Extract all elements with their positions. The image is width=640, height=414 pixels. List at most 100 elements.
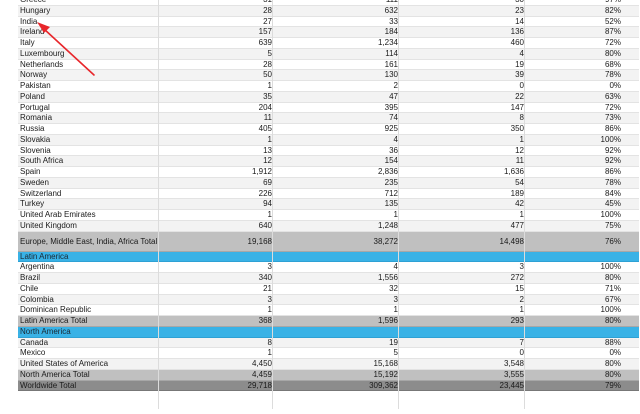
value-cell-3: 2 [519, 294, 524, 304]
value-cell-2: 1,596 [377, 316, 398, 325]
country-cell: Italy [20, 38, 35, 47]
value-cell-3: 147 [510, 102, 524, 112]
value-cell-3: 293 [510, 316, 524, 325]
country-cell: Chile [20, 283, 39, 293]
value-cell-1: 11 [263, 113, 272, 123]
value-cell-3: 1,636 [503, 167, 524, 176]
percent-cell: 97% [524, 0, 621, 5]
percent-cell: 92% [604, 156, 621, 166]
value-cell-1: 35 [263, 91, 272, 101]
value-cell-2: 309,362 [369, 380, 398, 390]
value-cell-2: 395 [384, 102, 398, 112]
country-cell: Argentina [20, 262, 55, 272]
value-cell-2: 184 [384, 27, 398, 37]
column-divider [524, 0, 525, 409]
value-cell-3 [398, 327, 524, 337]
percent-cell: 100% [600, 262, 621, 272]
value-cell-2: 2 [393, 81, 398, 90]
value-cell-1: 157 [258, 27, 272, 37]
table-row-hungary: Hungary 28 632 23 82% [18, 5, 639, 17]
value-cell-2: 5 [393, 348, 398, 358]
value-cell-1: 27 [263, 16, 272, 26]
table-row-canada: Canada 8 19 7 88% [18, 337, 639, 349]
value-cell-2: 4 [393, 134, 398, 144]
country-cell: Slovenia [20, 145, 51, 155]
value-cell-2: 235 [384, 177, 398, 187]
country-cell: Sweden [20, 177, 49, 187]
table-row-norway: Norway 50 130 39 78% [18, 70, 639, 81]
value-cell-1: 31 [158, 0, 272, 5]
table-row-romania: Romania 11 74 8 73% [18, 113, 639, 124]
percent-cell: 80% [604, 48, 621, 58]
table-row-ireland: Ireland 157 184 136 87% [18, 27, 639, 38]
percent-cell: 75% [604, 220, 621, 230]
value-cell-2: 36 [389, 145, 398, 155]
table-row-united-states-of-america: United States of America 4,450 15,168 3,548… [18, 359, 639, 370]
country-cell: Switzerland [20, 188, 62, 198]
country-cell: North America [20, 326, 71, 336]
value-cell-2: 1 [393, 305, 398, 315]
value-cell-3: 8 [519, 113, 524, 123]
country-cell: South Africa [20, 156, 64, 166]
country-cell: United Arab Emirates [20, 210, 96, 219]
section-header-latin-america: Latin America [18, 251, 639, 263]
country-cell: Worldwide Total [20, 380, 77, 390]
value-cell-2: 3 [393, 294, 398, 304]
percent-cell: 80% [604, 273, 621, 282]
percent-cell: 82% [604, 5, 621, 15]
table-row-brazil: Brazil 340 1,556 272 80% [18, 273, 639, 284]
value-cell-1: 3 [267, 262, 272, 272]
value-cell-2: 32 [389, 283, 398, 293]
value-cell-1: 28 [263, 59, 272, 69]
percent-cell: 78% [604, 177, 621, 187]
value-cell-2: 33 [389, 16, 398, 26]
country-cell: Portugal [20, 102, 50, 112]
percent-cell: 71% [604, 283, 621, 293]
percent-cell: 80% [604, 369, 621, 379]
value-cell-3: 42 [515, 199, 524, 209]
table-row-turkey: Turkey 94 135 42 45% [18, 199, 639, 210]
value-cell-2: 15,168 [373, 359, 398, 368]
table-row-slovenia: Slovenia 13 36 12 92% [18, 146, 639, 157]
table-row-pakistan: Pakistan 1 2 0 0% [18, 81, 639, 92]
value-cell-3: 460 [510, 38, 524, 47]
value-cell-1: 29,718 [247, 380, 272, 390]
value-cell-3: 30 [398, 0, 524, 5]
table-row-mexico: Mexico 1 5 0 0% [18, 348, 639, 359]
value-cell-3: 1 [519, 134, 524, 144]
value-cell-3: 0 [519, 348, 524, 358]
value-cell-1: 69 [263, 177, 272, 187]
value-cell-1: 94 [263, 199, 272, 209]
percent-cell: 80% [604, 316, 621, 325]
value-cell-2 [272, 327, 398, 337]
value-cell-3: 3 [519, 262, 524, 272]
country-cell: North America Total [20, 369, 90, 379]
value-cell-2: 130 [384, 70, 398, 80]
total-row-latin-america-total: Latin America Total 368 1,596 293 80% [18, 316, 639, 327]
table-row-sweden: Sweden 69 235 54 78% [18, 177, 639, 189]
percent-cell: 86% [604, 124, 621, 133]
percent-cell: 0% [609, 81, 621, 90]
country-cell: Luxembourg [20, 48, 65, 58]
column-divider [398, 0, 399, 409]
value-cell-1: 4,459 [251, 369, 272, 379]
table-row-russia: Russia 405 925 350 86% [18, 124, 639, 135]
table-row-united-arab-emirates: United Arab Emirates 1 1 1 100% [18, 210, 639, 221]
country-cell: Russia [20, 124, 45, 133]
value-cell-2: 74 [389, 113, 398, 123]
value-cell-3: 477 [510, 220, 524, 230]
table-row-italy: Italy 639 1,234 460 72% [18, 38, 639, 49]
value-cell-3: 350 [510, 124, 524, 133]
table-row-dominican-republic: Dominican Republic 1 1 1 100% [18, 305, 639, 316]
table-row-argentina: Argentina 3 4 3 100% [18, 262, 639, 273]
value-cell-3: 15 [515, 283, 524, 293]
value-cell-3: 3,548 [503, 359, 524, 368]
percent-cell: 76% [604, 236, 621, 246]
value-cell-2: 2,836 [377, 167, 398, 176]
value-cell-3: 19 [515, 59, 524, 69]
country-cell: Mexico [20, 348, 46, 358]
country-cell: United States of America [20, 359, 109, 368]
value-cell-2: 1 [393, 210, 398, 219]
value-cell-1: 12 [263, 156, 272, 166]
value-cell-1: 1,912 [251, 167, 272, 176]
